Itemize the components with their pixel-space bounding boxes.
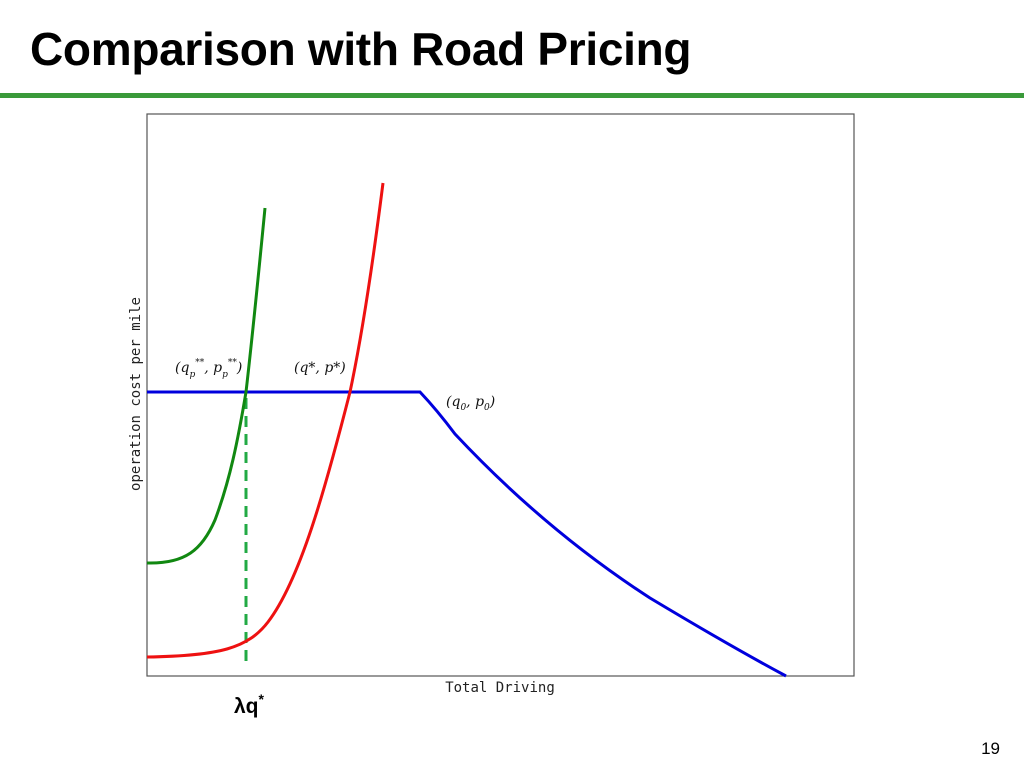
priced-demand-curve xyxy=(146,207,267,565)
optimal-point-label: (q*, p*) xyxy=(294,360,346,376)
plot-frame xyxy=(146,113,855,677)
priced-equilibrium-label: (qp**, pp**) xyxy=(175,358,242,380)
y-axis-label: operation cost per mile xyxy=(128,297,144,491)
supply-cost-curve xyxy=(147,390,787,678)
kink-point-label: (q0, p0) xyxy=(446,394,495,413)
page-number: 19 xyxy=(981,739,1000,758)
slide-title: Comparison with Road Pricing xyxy=(30,23,692,75)
x-axis-label: Total Driving xyxy=(445,680,555,696)
title-divider xyxy=(0,93,1024,98)
demand-curve xyxy=(146,182,385,659)
lambda-q-star-label: λq* xyxy=(234,691,265,718)
